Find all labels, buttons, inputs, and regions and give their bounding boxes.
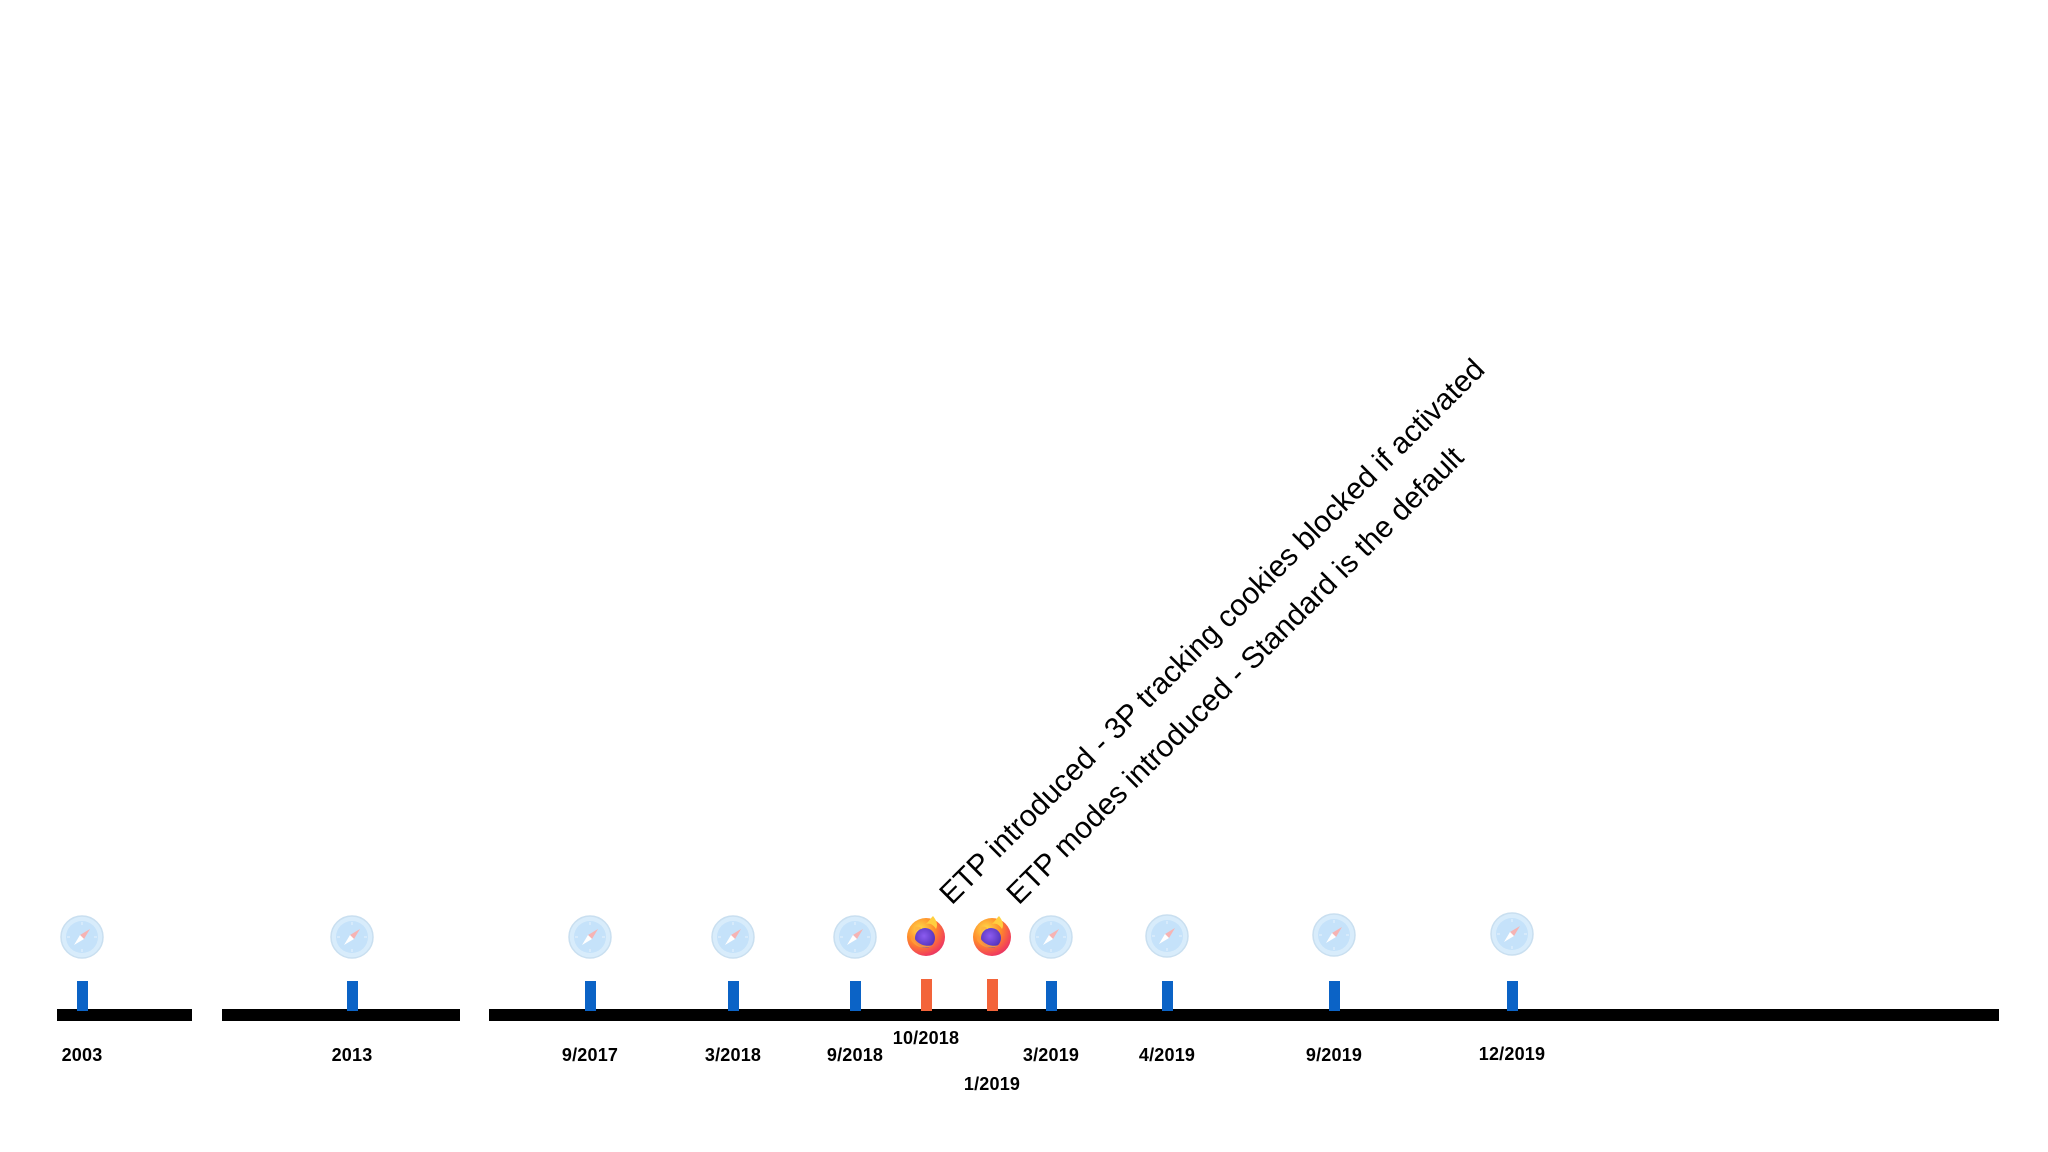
timeline-tick <box>1046 981 1057 1011</box>
safari-icon <box>1311 912 1357 958</box>
timeline-tick <box>585 981 596 1011</box>
safari-icon <box>1028 914 1074 960</box>
timeline-tick <box>1329 981 1340 1011</box>
timeline-tick <box>728 981 739 1011</box>
firefox-icon <box>969 912 1015 958</box>
timeline-date-label: 10/2018 <box>892 1028 960 1048</box>
firefox-icon <box>903 912 949 958</box>
event-annotation: ETP introduced - 3P tracking cookies blo… <box>933 352 1492 911</box>
safari-icon <box>567 914 613 960</box>
timeline-date-label: 4/2019 <box>1138 1045 1196 1065</box>
timeline-date-label: 1/2019 <box>963 1074 1021 1094</box>
timeline-date-label: 3/2019 <box>1022 1045 1080 1065</box>
safari-icon <box>1489 911 1535 957</box>
timeline-axis-segment <box>57 1009 192 1021</box>
safari-icon <box>832 914 878 960</box>
timeline-tick <box>987 979 998 1011</box>
safari-icon <box>710 914 756 960</box>
timeline-tick <box>1162 981 1173 1011</box>
safari-icon <box>1144 913 1190 959</box>
timeline-date-label: 9/2019 <box>1305 1045 1363 1065</box>
event-annotation: ETP modes introduced - Standard is the d… <box>1000 440 1471 911</box>
timeline-date-label: 9/2017 <box>561 1045 619 1065</box>
timeline-axis-segment <box>489 1009 1999 1021</box>
timeline-tick <box>850 981 861 1011</box>
timeline-tick <box>77 981 88 1011</box>
safari-icon <box>59 914 105 960</box>
timeline-date-label: 3/2018 <box>704 1045 762 1065</box>
timeline-date-label: 2013 <box>331 1045 373 1065</box>
timeline-date-label: 2003 <box>61 1045 103 1065</box>
timeline-axis-segment <box>222 1009 460 1021</box>
timeline-tick <box>1507 981 1518 1011</box>
safari-icon <box>329 914 375 960</box>
timeline-tick <box>347 981 358 1011</box>
timeline-date-label: 12/2019 <box>1478 1044 1546 1064</box>
timeline-tick <box>921 979 932 1011</box>
timeline-date-label: 9/2018 <box>826 1045 884 1065</box>
